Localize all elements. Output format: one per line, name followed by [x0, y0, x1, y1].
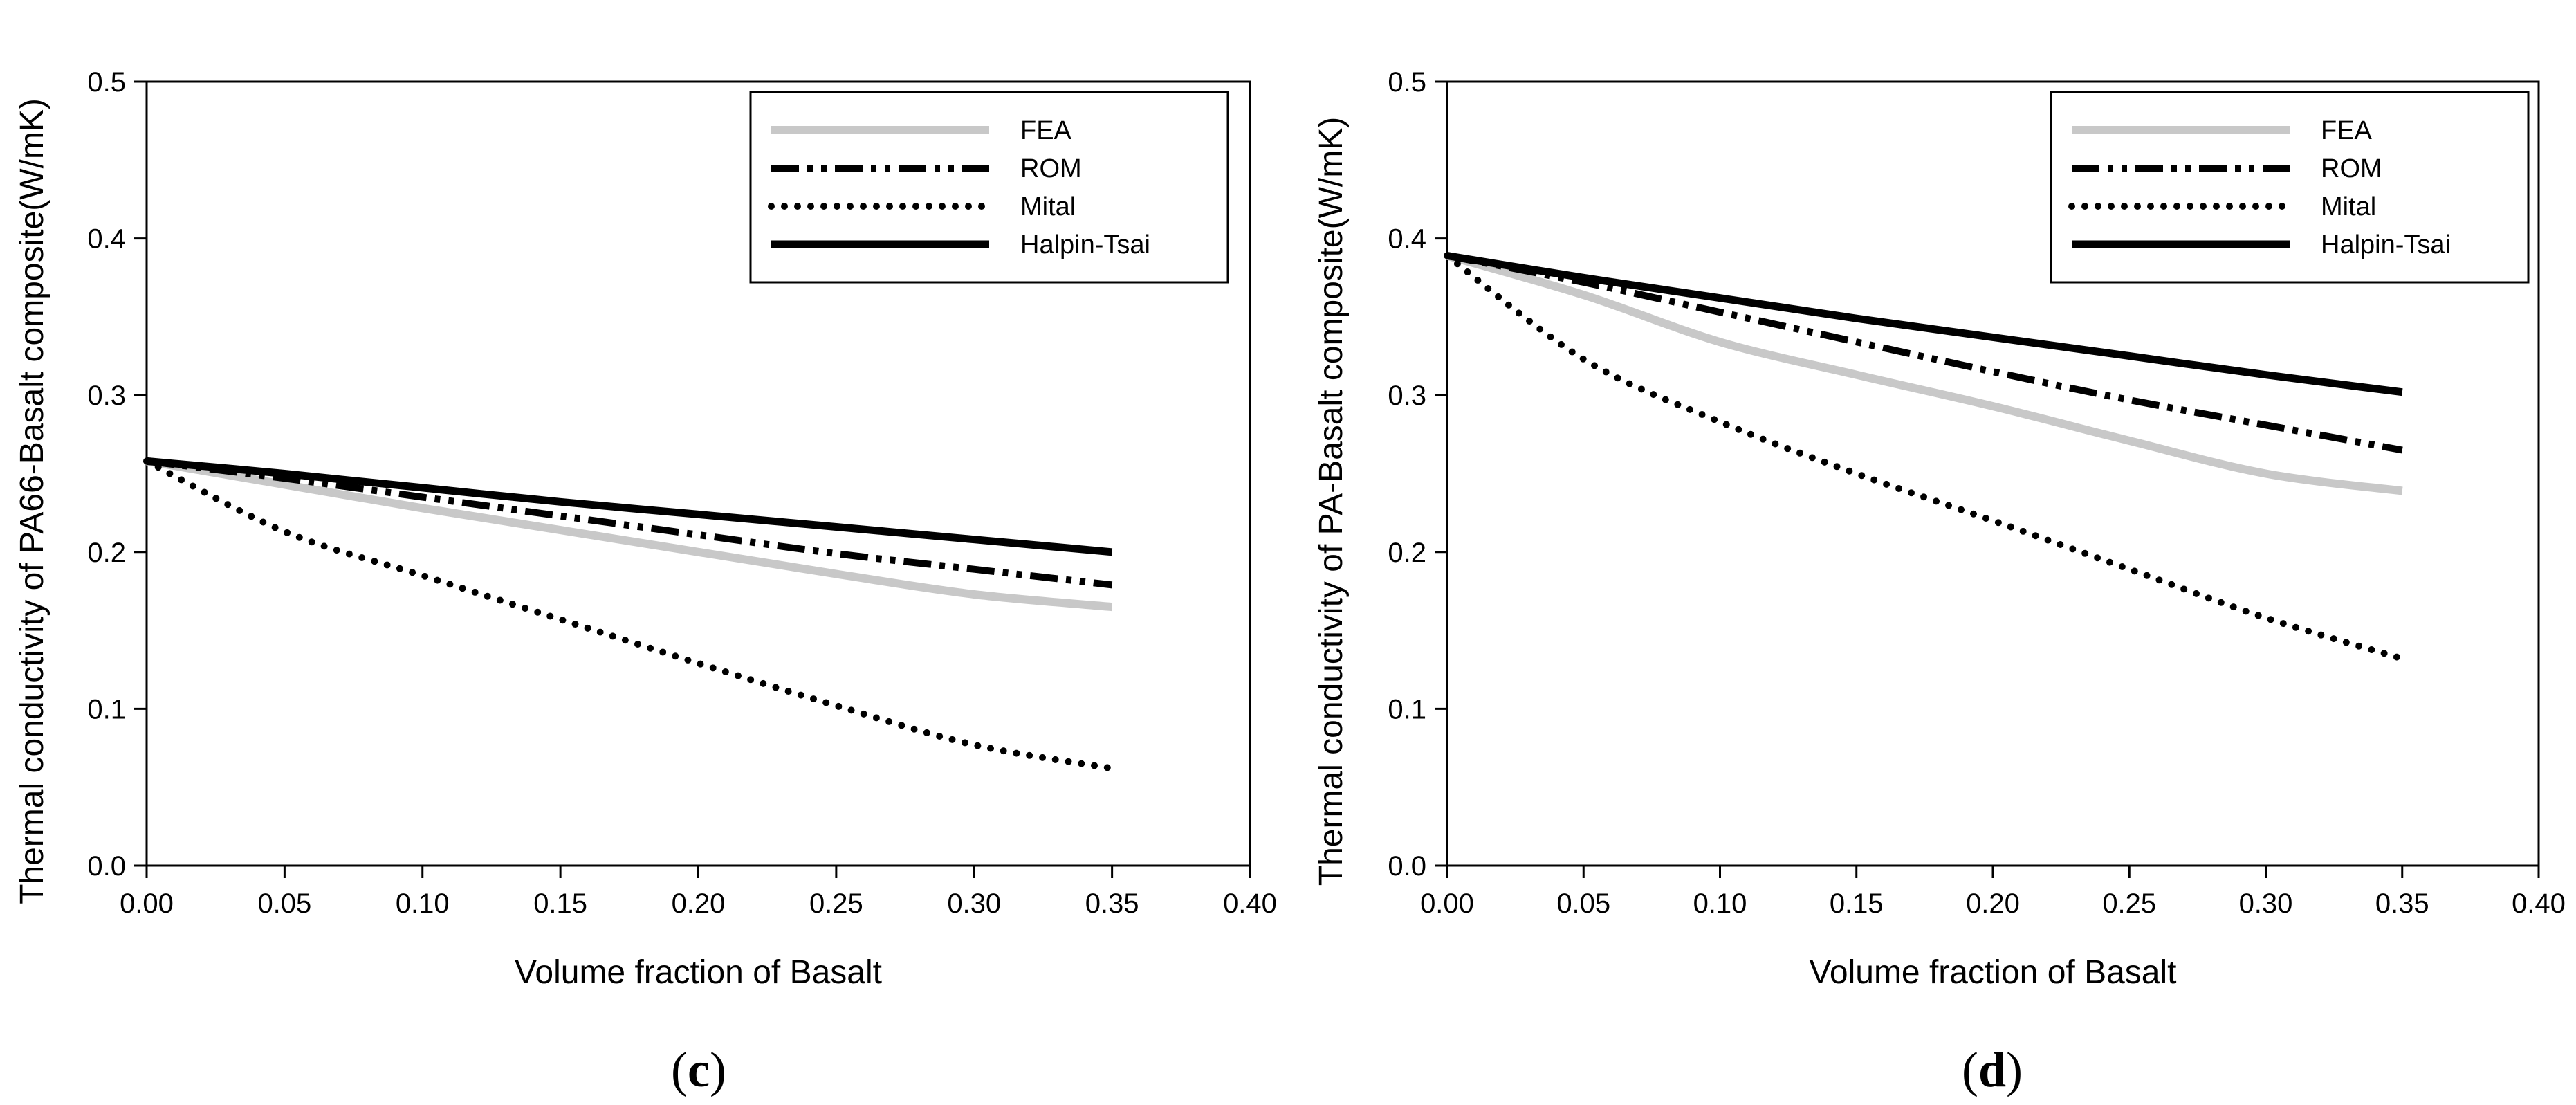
panel-label-letter: c — [688, 1042, 710, 1097]
x-axis-title: Volume fraction of Basalt — [1810, 954, 2177, 991]
x-axis-title: Volume fraction of Basalt — [515, 954, 882, 991]
series-line-fea — [146, 457, 1113, 612]
y-tick-label: 0.4 — [87, 224, 126, 255]
legend-label: FEA — [1020, 116, 1072, 145]
y-tick-label: 0.1 — [87, 694, 126, 724]
legend: FEA ROM Mital Halpin-Tsai — [2050, 91, 2530, 284]
y-tick-label: 0.5 — [87, 67, 126, 98]
y-tick-label: 0.2 — [87, 538, 126, 568]
x-tick-label: 0.00 — [1420, 888, 1474, 919]
legend: FEA ROM Mital Halpin-Tsai — [749, 91, 1229, 284]
panel-label-letter: d — [1978, 1042, 2006, 1097]
panel-label-close: ) — [2006, 1042, 2023, 1097]
series-line-rom — [1446, 252, 2403, 454]
chart-panel-d: 0.00 0.05 0.10 0.15 0.20 0.25 0.30 0.35 0.40 0.0 0… — [1313, 67, 2566, 1097]
x-tick-label: 0.30 — [947, 888, 1001, 919]
legend-box — [2050, 91, 2530, 284]
x-tick-label: 0.35 — [1085, 888, 1139, 919]
y-tick-label: 0.2 — [1388, 538, 1426, 568]
x-tick-label: 0.25 — [2102, 888, 2156, 919]
y-tick-label: 0.0 — [87, 851, 126, 882]
y-tick-label: 0.4 — [1388, 224, 1426, 255]
y-tick-label: 0.3 — [1388, 381, 1426, 411]
x-tick-label: 0.25 — [809, 888, 863, 919]
x-tick-label: 0.30 — [2239, 888, 2293, 919]
y-tick-label: 0.1 — [1388, 694, 1426, 724]
chart-panel-c: 0.00 0.05 0.10 0.15 0.20 0.25 0.30 0.35 0.40 0.0 0… — [14, 67, 1277, 1097]
series-line-halpin-tsai — [146, 457, 1113, 556]
panel-label-close: ) — [710, 1042, 726, 1097]
panel-label-open: ( — [671, 1042, 688, 1097]
x-tick-label: 0.15 — [1830, 888, 1884, 919]
y-axis-title: Thermal conductivity of PA66-Basalt comp… — [14, 98, 50, 904]
x-tick-label: 0.40 — [1223, 888, 1277, 919]
x-tick-label: 0.20 — [672, 888, 726, 919]
y-tick-label: 0.5 — [1388, 67, 1426, 98]
legend-label: Mital — [1020, 192, 1076, 221]
x-tick-label: 0.10 — [1693, 888, 1747, 919]
legend-label: FEA — [2321, 116, 2373, 145]
series-line-mital — [143, 457, 1116, 772]
series-line-mital — [1444, 252, 2406, 662]
legend-label: Halpin-Tsai — [1020, 230, 1150, 259]
panel-label: (d) — [1962, 1042, 2023, 1097]
legend-label: ROM — [2321, 154, 2382, 183]
panel-label-open: ( — [1962, 1042, 1978, 1097]
y-tick-label: 0.0 — [1388, 851, 1426, 882]
x-tick-label: 0.15 — [533, 888, 587, 919]
x-tick-label: 0.20 — [1966, 888, 2020, 919]
x-tick-label: 0.40 — [2512, 888, 2566, 919]
series-line-fea — [1446, 251, 2403, 495]
y-tick-label: 0.3 — [87, 381, 126, 411]
legend-box — [749, 91, 1229, 284]
panel-label: (c) — [671, 1042, 726, 1097]
x-tick-label: 0.05 — [1556, 888, 1610, 919]
series-line-halpin-tsai — [1446, 252, 2403, 396]
x-tick-label: 0.10 — [396, 888, 450, 919]
legend-label: ROM — [1020, 154, 1082, 183]
legend-label: Mital — [2321, 192, 2376, 221]
y-axis-title: Thermal conductivity of PA-Basalt compos… — [1313, 117, 1350, 886]
x-tick-label: 0.35 — [2375, 888, 2429, 919]
x-tick-label: 0.05 — [257, 888, 311, 919]
x-tick-label: 0.00 — [120, 888, 174, 919]
legend-label: Halpin-Tsai — [2321, 230, 2451, 259]
series-line-rom — [146, 457, 1113, 589]
